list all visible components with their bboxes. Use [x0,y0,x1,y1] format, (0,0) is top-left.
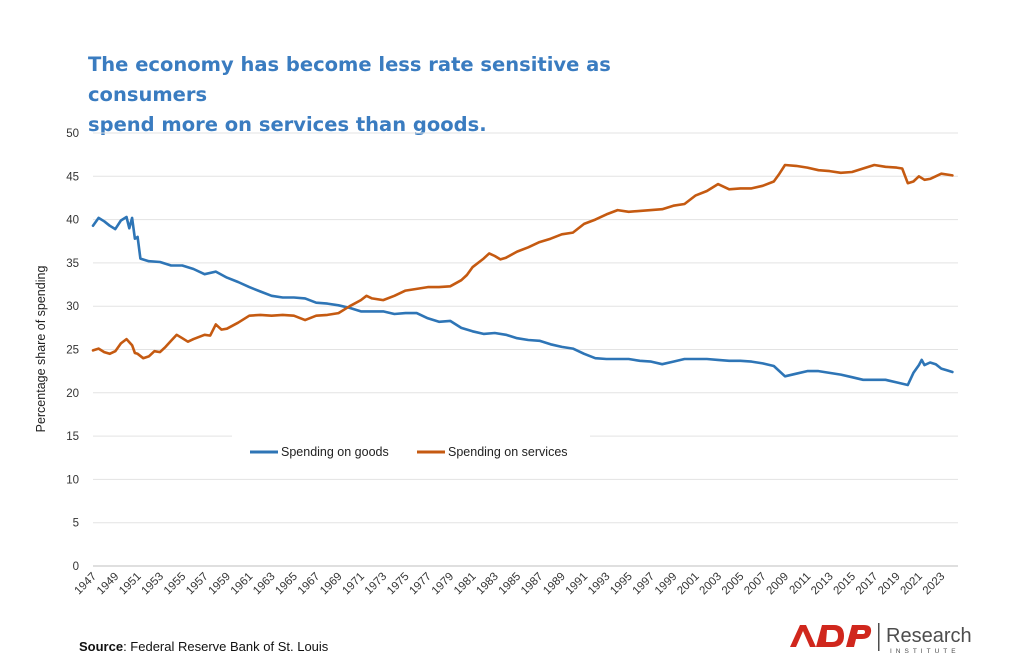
x-tick-label: 1951 [117,571,144,598]
x-tick-label: 1957 [184,571,211,598]
x-tick-label: 1953 [140,571,167,598]
y-tick-label: 10 [66,474,79,486]
x-tick-label: 1981 [452,571,479,598]
x-tick-label: 1987 [519,571,546,598]
x-tick-label: 1973 [363,571,390,598]
y-tick-label: 30 [66,301,79,313]
adp-logo-mark [790,625,872,647]
x-tick-label: 2001 [675,571,702,598]
legend-label-services: Spending on services [448,445,568,459]
x-tick-label: 1983 [474,571,501,598]
source-text: : Federal Reserve Bank of St. Louis [123,639,329,654]
x-tick-label: 1955 [162,571,189,598]
x-tick-label: 2003 [698,571,725,598]
x-tick-label: 1979 [430,571,457,598]
x-tick-label: 1949 [95,571,122,598]
y-tick-label: 35 [66,258,79,270]
x-tick-label: 2015 [832,571,859,598]
x-tick-label: 2017 [854,571,881,598]
series-line-spending-on-services [91,163,954,360]
x-tick-label: 1985 [497,571,524,598]
y-tick-label: 0 [73,561,79,573]
legend-label-goods: Spending on goods [281,445,389,459]
x-tick-label: 1969 [318,571,345,598]
x-tick-label: 1999 [653,571,680,598]
x-tick-label: 2011 [787,571,813,597]
y-tick-label: 15 [66,431,79,443]
x-tick-label: 2021 [898,571,925,598]
y-tick-label: 5 [73,518,79,530]
chart-title: The economy has become less rate sensiti… [88,50,728,140]
y-axis-label: Percentage share of spending [34,266,48,433]
y-tick-label: 20 [66,388,79,400]
x-axis-ticks: 1947194919511953195519571959196119631965… [73,571,948,598]
x-tick-label: 1997 [631,571,658,598]
y-tick-label: 45 [66,171,79,183]
x-tick-label: 1995 [608,571,635,598]
x-tick-label: 2019 [876,571,903,598]
logo-institute-text: INSTITUTE [890,648,960,655]
logo-research-text: Research [886,625,972,647]
x-tick-label: 1947 [73,571,100,598]
x-tick-label: 2005 [720,571,747,598]
x-tick-label: 2007 [742,571,769,598]
x-tick-label: 1963 [251,571,278,598]
x-tick-label: 2023 [921,571,948,598]
x-tick-label: 1961 [229,571,256,598]
y-axis-ticks: 0 5 10 15 20 25 30 35 40 45 50 [66,128,79,573]
x-tick-label: 1967 [296,571,323,598]
x-tick-label: 1971 [340,571,367,598]
y-tick-label: 40 [66,215,79,227]
y-tick-label: 50 [66,128,79,140]
source-note: Source: Federal Reserve Bank of St. Loui… [79,639,328,654]
series [91,163,954,387]
adp-research-institute-logo: Research INSTITUTE [790,623,972,655]
x-tick-label: 1975 [385,571,412,598]
x-tick-label: 1959 [206,571,233,598]
chart-title-line-1: The economy has become less rate sensiti… [88,53,611,106]
legend: Spending on goods Spending on services [250,445,568,459]
legend-background [232,434,590,476]
x-tick-label: 2013 [809,571,836,598]
gridlines [93,132,958,567]
series-line-spending-on-goods [91,215,954,387]
x-tick-label: 1989 [541,571,568,598]
x-tick-label: 1965 [273,571,300,598]
x-tick-label: 1977 [407,571,434,598]
x-tick-label: 1993 [586,571,613,598]
chart-title-line-2: spend more on services than goods. [88,113,487,136]
x-tick-label: 1991 [564,571,591,598]
y-tick-label: 25 [66,345,79,357]
source-label: Source [79,639,124,654]
x-tick-label: 2009 [765,571,792,598]
